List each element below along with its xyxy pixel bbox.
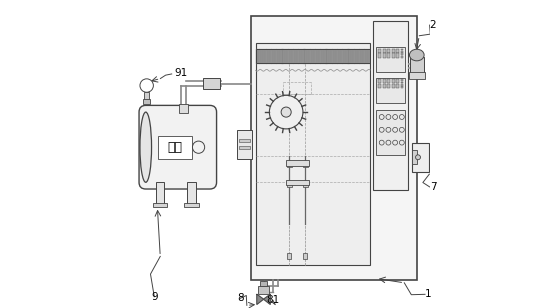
Bar [401, 49, 403, 51]
Text: 1: 1 [425, 289, 432, 299]
Bar [387, 54, 390, 58]
Bar [376, 47, 406, 72]
Bar [392, 84, 395, 88]
Ellipse shape [204, 112, 216, 182]
Bar [383, 79, 386, 83]
Bar [396, 84, 399, 88]
Bar [187, 182, 196, 204]
Text: 7: 7 [429, 182, 436, 192]
Ellipse shape [409, 49, 424, 61]
Bar [396, 49, 399, 53]
Bar [303, 253, 307, 259]
Bar [156, 182, 165, 204]
Bar [409, 72, 425, 79]
Bar [184, 203, 198, 207]
Bar [378, 49, 381, 53]
Polygon shape [264, 294, 270, 304]
Bar [251, 16, 417, 280]
Text: 9: 9 [151, 292, 158, 302]
Bar [396, 79, 399, 83]
Bar [401, 87, 403, 88]
Bar [401, 56, 403, 58]
Bar [237, 130, 252, 160]
Text: 91: 91 [175, 68, 188, 78]
Bar [396, 54, 399, 58]
Bar [383, 54, 386, 58]
Bar [401, 84, 403, 86]
Bar [378, 54, 381, 58]
Bar [373, 21, 408, 190]
Bar [260, 281, 267, 286]
Bar [401, 82, 403, 83]
Bar [285, 160, 309, 165]
Circle shape [269, 95, 303, 129]
Bar [158, 136, 192, 159]
Circle shape [281, 107, 291, 117]
Bar [302, 184, 307, 187]
Bar [410, 57, 423, 74]
Bar [376, 110, 406, 155]
Bar [376, 78, 406, 103]
Bar [258, 286, 269, 294]
Text: 2: 2 [429, 20, 436, 30]
Bar [392, 49, 395, 53]
FancyBboxPatch shape [139, 105, 217, 189]
Bar [255, 43, 370, 265]
Bar [383, 84, 386, 88]
Polygon shape [257, 294, 264, 304]
Bar [412, 143, 429, 172]
Bar [288, 253, 291, 259]
Text: 8: 8 [237, 293, 244, 303]
Bar [383, 49, 386, 53]
Bar [401, 51, 403, 53]
Text: 氢气: 氢气 [167, 141, 182, 154]
Bar [387, 84, 390, 88]
Bar [144, 92, 149, 100]
Circle shape [416, 155, 420, 160]
Bar [401, 79, 403, 81]
Bar [239, 146, 250, 149]
Bar [401, 54, 403, 55]
Circle shape [140, 79, 153, 92]
Bar [143, 99, 150, 104]
Bar [285, 180, 309, 185]
Bar [203, 78, 220, 89]
Bar [378, 79, 381, 83]
Bar [392, 54, 395, 58]
Bar [387, 49, 390, 53]
Bar [179, 103, 188, 113]
Bar [287, 164, 291, 167]
Bar [302, 164, 307, 167]
Bar [378, 84, 381, 88]
Text: 81: 81 [266, 295, 280, 306]
Bar [392, 79, 395, 83]
Bar [287, 184, 291, 187]
Bar [153, 203, 167, 207]
Ellipse shape [140, 112, 152, 182]
Bar [387, 79, 390, 83]
Bar [239, 139, 250, 142]
Bar [255, 49, 370, 63]
Bar [412, 150, 417, 164]
